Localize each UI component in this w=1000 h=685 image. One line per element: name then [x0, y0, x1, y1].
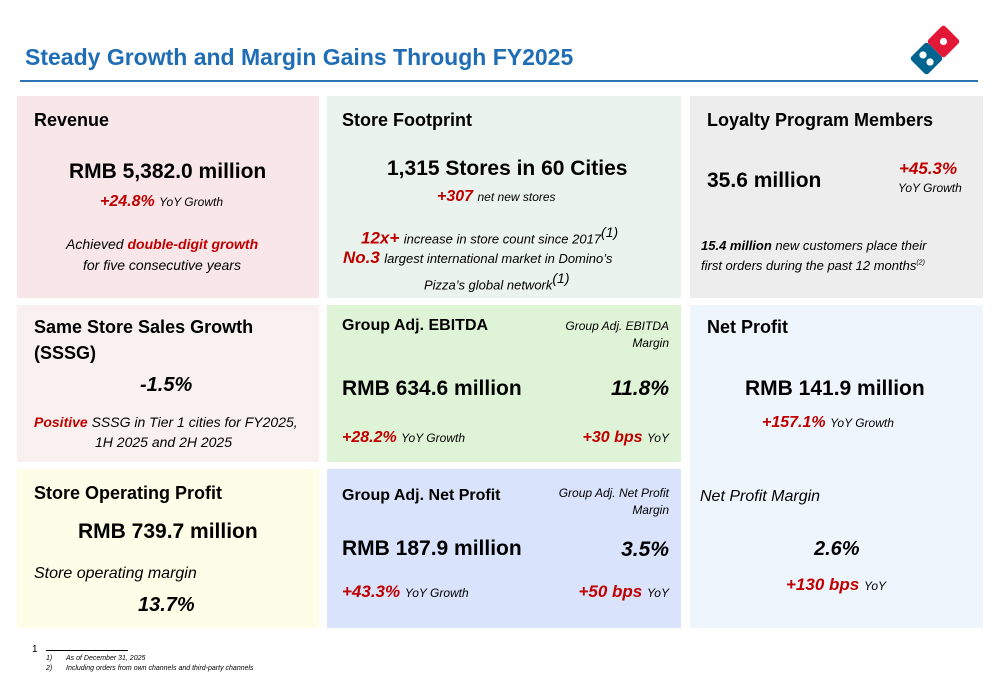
sssg-note-rest: SSSG in Tier 1 cities for FY2025, — [87, 414, 298, 430]
ebitda-heading: Group Adj. EBITDA — [342, 317, 489, 334]
sssg-note: Positive SSSG in Tier 1 cities for FY202… — [34, 414, 298, 430]
adj-net-profit-growth: +43.3% — [342, 582, 401, 601]
adj-net-profit-growth-label: YoY Growth — [404, 586, 469, 600]
adj-net-profit-margin-change: +50 bps — [578, 582, 643, 601]
sssg-note-line2: 1H 2025 and 2H 2025 — [95, 434, 232, 450]
loyalty-note-ref: (2) — [916, 259, 925, 267]
loyalty-note-rest: new customers place their — [771, 238, 927, 253]
sssg-heading-line2: (SSSG) — [34, 343, 97, 363]
revenue-value: RMB 5,382.0 million — [69, 160, 267, 183]
ebitda-margin: 11.8% — [611, 377, 669, 400]
revenue-card: Revenue RMB 5,382.0 million +24.8% YoY G… — [17, 96, 319, 298]
footnote-1-text: As of December 31, 2025 — [66, 655, 146, 662]
store-increase-ref: (1) — [601, 224, 619, 240]
loyalty-growth-label: YoY Growth — [898, 181, 962, 195]
footnote-divider — [46, 650, 128, 651]
adj-net-profit-margin-label: Group Adj. Net Profit — [558, 486, 669, 500]
sssg-note-highlight: Positive — [34, 414, 88, 430]
store-op-profit-value: RMB 739.7 million — [78, 520, 258, 543]
store-rank: No.3 — [343, 248, 380, 267]
loyalty-growth: +45.3% — [899, 159, 958, 178]
net-profit-margin-change-label: YoY — [863, 579, 887, 593]
store-increase: 12x+ — [361, 228, 400, 248]
store-rank-line: No.3 largest international market in Dom… — [343, 248, 612, 268]
store-net-new: +307 — [437, 188, 474, 205]
sssg-value: -1.5% — [140, 374, 193, 396]
adj-net-profit-margin-change-line: +50 bps YoY — [578, 582, 669, 602]
loyalty-heading: Loyalty Program Members — [707, 110, 934, 130]
store-rank-label2: Pizza’s global network — [424, 277, 553, 293]
store-op-margin: 13.7% — [138, 594, 195, 616]
sssg-heading: Same Store Sales Growth — [34, 317, 254, 337]
revenue-note-prefix: Achieved — [66, 236, 128, 252]
title-divider — [20, 80, 978, 82]
ebitda-card: Group Adj. EBITDA Group Adj. EBITDA Marg… — [327, 305, 681, 462]
page-title: Steady Growth and Margin Gains Through F… — [25, 44, 574, 70]
net-profit-margin: 2.6% — [814, 538, 860, 560]
loyalty-value: 35.6 million — [707, 169, 822, 192]
ebitda-margin-label-line2: Margin — [632, 336, 669, 350]
net-profit-value: RMB 141.9 million — [745, 377, 925, 400]
ebitda-margin-label: Group Adj. EBITDA — [565, 319, 669, 333]
store-op-margin-label: Store operating margin — [34, 565, 197, 582]
footnote-1: 1) As of December 31, 2025 — [46, 655, 145, 662]
revenue-note-line2: for five consecutive years — [83, 257, 241, 273]
loyalty-note-text2: first orders during the past 12 months — [701, 258, 917, 273]
store-footprint-card: Store Footprint 1,315 Stores in 60 Citie… — [327, 96, 681, 298]
net-profit-margin-change-line: +130 bps YoY — [786, 575, 886, 595]
store-net-new-line: +307 net new stores — [437, 188, 556, 206]
adj-net-profit-heading: Group Adj. Net Profit — [342, 487, 501, 504]
revenue-growth: +24.8% — [100, 193, 155, 210]
store-increase-line: 12x+ increase in store count since 2017(… — [361, 224, 618, 248]
store-op-profit-heading: Store Operating Profit — [34, 483, 223, 503]
store-rank-line2: Pizza’s global network(1) — [424, 270, 570, 294]
net-profit-margin-label: Net Profit Margin — [700, 488, 821, 505]
footnote-2-num: 2) — [46, 665, 53, 672]
ebitda-margin-change: +30 bps — [582, 429, 643, 446]
adj-net-profit-margin: 3.5% — [621, 538, 669, 561]
revenue-note: Achieved double-digit growth — [66, 236, 258, 252]
store-op-profit-card: Store Operating Profit RMB 739.7 million… — [17, 469, 319, 628]
net-profit-heading: Net Profit — [707, 317, 788, 337]
dominos-logo — [910, 25, 960, 75]
adj-net-profit-margin-label-line2: Margin — [632, 503, 669, 517]
adj-net-profit-margin-change-label: YoY — [646, 586, 669, 600]
ebitda-margin-change-line: +30 bps YoY — [582, 429, 669, 447]
ebitda-value: RMB 634.6 million — [342, 377, 522, 400]
loyalty-note-line2: first orders during the past 12 months(2… — [701, 258, 925, 273]
footnote-2: 2) Including orders from own channels and… — [46, 665, 254, 672]
page-number: 1 — [32, 644, 38, 655]
loyalty-note: 15.4 million new customers place their — [701, 238, 926, 253]
net-profit-card: Net Profit RMB 141.9 million +157.1% YoY… — [690, 305, 983, 628]
store-net-new-label: net new stores — [477, 190, 556, 204]
net-profit-margin-change: +130 bps — [786, 575, 860, 594]
adj-net-profit-growth-line: +43.3% YoY Growth — [342, 582, 469, 602]
footnote-1-num: 1) — [46, 655, 53, 662]
loyalty-card: Loyalty Program Members 35.6 million +45… — [690, 96, 983, 298]
ebitda-growth-line: +28.2% YoY Growth — [342, 429, 465, 447]
net-profit-growth-label: YoY Growth — [830, 416, 894, 430]
sssg-card: Same Store Sales Growth (SSSG) -1.5% Pos… — [17, 305, 319, 462]
store-footprint-heading: Store Footprint — [342, 110, 472, 130]
adj-net-profit-value: RMB 187.9 million — [342, 537, 522, 560]
ebitda-growth: +28.2% — [342, 429, 397, 446]
ebitda-margin-change-label: YoY — [646, 431, 669, 445]
revenue-growth-label: YoY Growth — [159, 195, 223, 209]
revenue-note-highlight: double-digit growth — [127, 236, 259, 252]
net-profit-growth-line: +157.1% YoY Growth — [762, 414, 894, 432]
revenue-heading: Revenue — [34, 110, 110, 130]
store-footprint-value: 1,315 Stores in 60 Cities — [387, 157, 628, 180]
store-increase-label: increase in store count since 2017 — [403, 231, 602, 247]
adj-net-profit-card: Group Adj. Net Profit Group Adj. Net Pro… — [327, 469, 681, 628]
revenue-growth-line: +24.8% YoY Growth — [100, 193, 223, 211]
ebitda-growth-label: YoY Growth — [401, 431, 465, 445]
store-rank-ref: (1) — [552, 270, 570, 286]
store-rank-label: largest international market in Domino’s — [384, 251, 613, 266]
net-profit-growth: +157.1% — [762, 414, 826, 431]
loyalty-note-bold: 15.4 million — [701, 238, 772, 253]
footnote-2-text: Including orders from own channels and t… — [66, 665, 254, 672]
